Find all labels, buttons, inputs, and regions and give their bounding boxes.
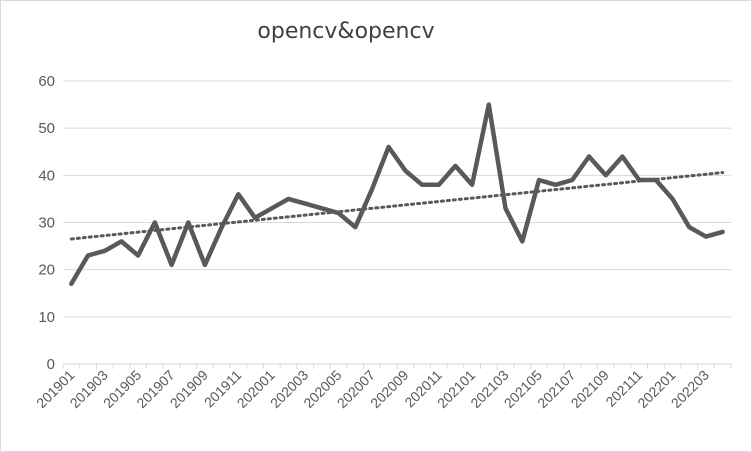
x-tick-label: 201909 (167, 367, 211, 411)
trendline (69, 171, 725, 241)
x-tick-label: 202203 (668, 367, 712, 411)
chart-title: opencv&opencv (257, 19, 435, 44)
series-line (69, 102, 725, 287)
x-tick-label: 202009 (367, 367, 411, 411)
y-tick-label: 60 (38, 73, 55, 90)
y-tick-label: 0 (47, 356, 55, 373)
y-tick-label: 40 (38, 167, 55, 184)
y-tick-label: 20 (38, 262, 55, 279)
x-tick-label: 202109 (568, 367, 612, 411)
y-tick-label: 30 (38, 215, 55, 232)
y-tick-label: 50 (38, 120, 55, 137)
y-tick-label: 10 (38, 309, 55, 326)
